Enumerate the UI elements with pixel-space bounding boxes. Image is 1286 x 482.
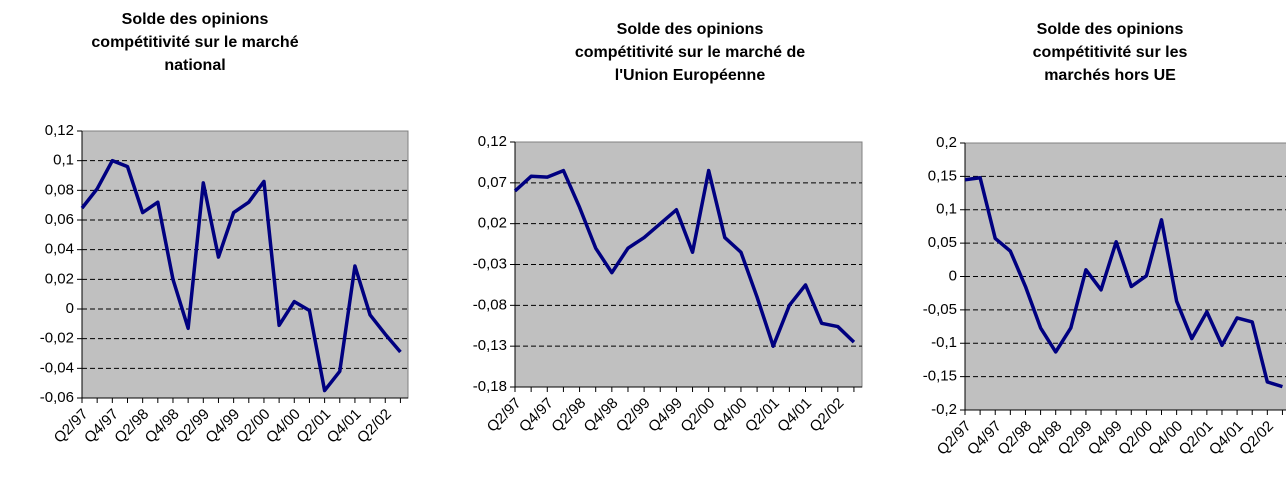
chart-title: compétitivité sur le marché de xyxy=(575,44,805,61)
x-tick-label: Q2/97 xyxy=(51,406,92,447)
chart-title: Solde des opinions xyxy=(617,21,764,38)
x-tick-label: Q2/99 xyxy=(613,395,654,436)
y-tick-label: -0,04 xyxy=(40,359,74,376)
chart: Solde des opinions compétitivité sur le m… xyxy=(40,11,409,447)
y-tick-label: -0,2 xyxy=(931,401,957,418)
y-tick-label: 0,02 xyxy=(45,270,74,287)
x-tick-label: Q4/97 xyxy=(81,406,122,447)
plot-area xyxy=(81,130,409,399)
chart-title: Solde des opinions xyxy=(1037,21,1184,38)
y-tick-label: -0,06 xyxy=(40,389,74,406)
x-tick-label: Q4/00 xyxy=(263,406,304,447)
x-tick-label: Q4/98 xyxy=(581,395,622,436)
y-tick-label: -0,15 xyxy=(923,368,957,385)
x-tick-label: Q4/99 xyxy=(202,406,243,447)
data-line xyxy=(964,175,1283,389)
x-tick-label: Q4/97 xyxy=(516,395,557,436)
y-tick-label: 0,06 xyxy=(45,211,74,228)
x-tick-label: Q2/00 xyxy=(233,406,274,447)
x-tick-label: Q2/00 xyxy=(677,395,718,436)
x-tick-label: Q2/97 xyxy=(484,395,525,436)
y-tick-label: 0,04 xyxy=(45,241,74,258)
chart-title: marchés hors UE xyxy=(1044,67,1176,84)
x-tick-label: Q2/01 xyxy=(742,395,783,436)
x-tick-label: Q2/02 xyxy=(354,406,395,447)
y-tick-label: 0,02 xyxy=(478,215,507,232)
x-tick-label: Q4/98 xyxy=(142,406,183,447)
y-tick-label: -0,13 xyxy=(473,337,507,354)
y-tick-label: 0,1 xyxy=(53,152,74,169)
x-tick-label: Q2/02 xyxy=(1236,418,1277,459)
y-tick-label: 0,05 xyxy=(928,234,957,251)
y-tick-label: -0,05 xyxy=(923,301,957,318)
y-tick-label: 0,12 xyxy=(45,122,74,139)
x-tick-label: Q4/99 xyxy=(645,395,686,436)
y-tick-label: 0,07 xyxy=(478,174,507,191)
y-tick-label: 0,08 xyxy=(45,181,74,198)
chart: Solde des opinions compétitivité sur le m… xyxy=(473,21,863,436)
data-line xyxy=(80,158,402,393)
chart: Solde des opinions compétitivité sur les m… xyxy=(923,21,1286,459)
y-tick-label: 0,15 xyxy=(928,167,957,184)
x-tick-label: Q4/00 xyxy=(710,395,751,436)
x-tick-label: Q2/98 xyxy=(111,406,152,447)
chart-title: Solde des opinions xyxy=(122,11,269,28)
chart-title: compétitivité sur les xyxy=(1033,44,1188,61)
y-tick-label: -0,18 xyxy=(473,378,507,395)
y-tick-label: 0 xyxy=(949,267,957,284)
x-tick-label: Q2/01 xyxy=(293,406,334,447)
data-line xyxy=(513,168,856,348)
y-tick-label: 0 xyxy=(66,300,74,317)
x-tick-label: Q2/99 xyxy=(172,406,213,447)
y-tick-label: 0,12 xyxy=(478,133,507,150)
x-tick-label: Q4/01 xyxy=(324,406,365,447)
y-tick-label: -0,03 xyxy=(473,255,507,272)
chart-title: compétitivité sur le marché xyxy=(91,34,298,51)
y-tick-label: -0,1 xyxy=(931,334,957,351)
chart-title: l'Union Européenne xyxy=(615,67,766,84)
x-tick-label: Q4/01 xyxy=(774,395,815,436)
x-tick-label: Q2/02 xyxy=(807,395,848,436)
chart-title: national xyxy=(164,57,225,74)
x-tick-label: Q2/98 xyxy=(548,395,589,436)
y-tick-label: -0,08 xyxy=(473,296,507,313)
y-tick-label: 0,2 xyxy=(936,134,957,151)
y-tick-label: -0,02 xyxy=(40,330,74,347)
y-tick-label: 0,1 xyxy=(936,201,957,218)
